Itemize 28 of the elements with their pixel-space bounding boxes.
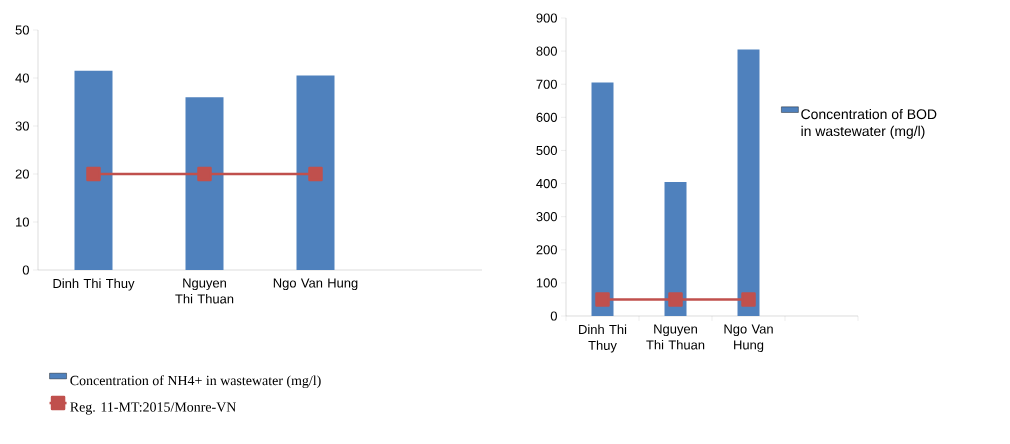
y-tick-label: 700 bbox=[536, 79, 557, 89]
y-tick-label: 900 bbox=[536, 13, 557, 23]
x-tick-label: Ngo Van Hung bbox=[273, 278, 358, 291]
x-tick-label: Dinh Thi Thuy bbox=[53, 278, 135, 291]
y-tick-label: 10 bbox=[16, 217, 29, 227]
legend-label: Concentration of BOD in wastewater (mg/l) bbox=[801, 108, 937, 139]
y-tick-label: 50 bbox=[15, 25, 29, 35]
y-tick-label: 40 bbox=[15, 73, 29, 83]
y-tick-label: 200 bbox=[536, 245, 557, 255]
y-tick-label: 500 bbox=[536, 145, 557, 156]
y-tick-label: 30 bbox=[15, 121, 29, 131]
y-tick-label: 800 bbox=[536, 46, 557, 56]
legend-label: Reg. 11-MT:2015/Monre-VN bbox=[70, 402, 237, 415]
y-tick-label: 0 bbox=[22, 265, 29, 275]
bar bbox=[591, 82, 614, 316]
y-tick-label: 300 bbox=[536, 212, 557, 222]
x-tick-label: Ngo Van Hung bbox=[724, 324, 773, 353]
legend-label: Concentration of NH4+ in wastewater (mg/l) bbox=[70, 375, 321, 389]
bar bbox=[664, 181, 687, 316]
y-tick-label: 0 bbox=[550, 311, 557, 321]
y-tick-label: 20 bbox=[15, 169, 29, 179]
y-tick-label: 600 bbox=[536, 112, 557, 122]
x-tick-label: Nguyen Thi Thuan bbox=[646, 324, 705, 350]
y-tick-label: 400 bbox=[536, 178, 557, 189]
x-tick-label: Dinh Thi Thuy bbox=[579, 324, 627, 353]
bar bbox=[737, 49, 760, 316]
x-tick-label: Nguyen Thi Thuan bbox=[175, 278, 234, 304]
y-tick-label: 100 bbox=[536, 278, 557, 288]
